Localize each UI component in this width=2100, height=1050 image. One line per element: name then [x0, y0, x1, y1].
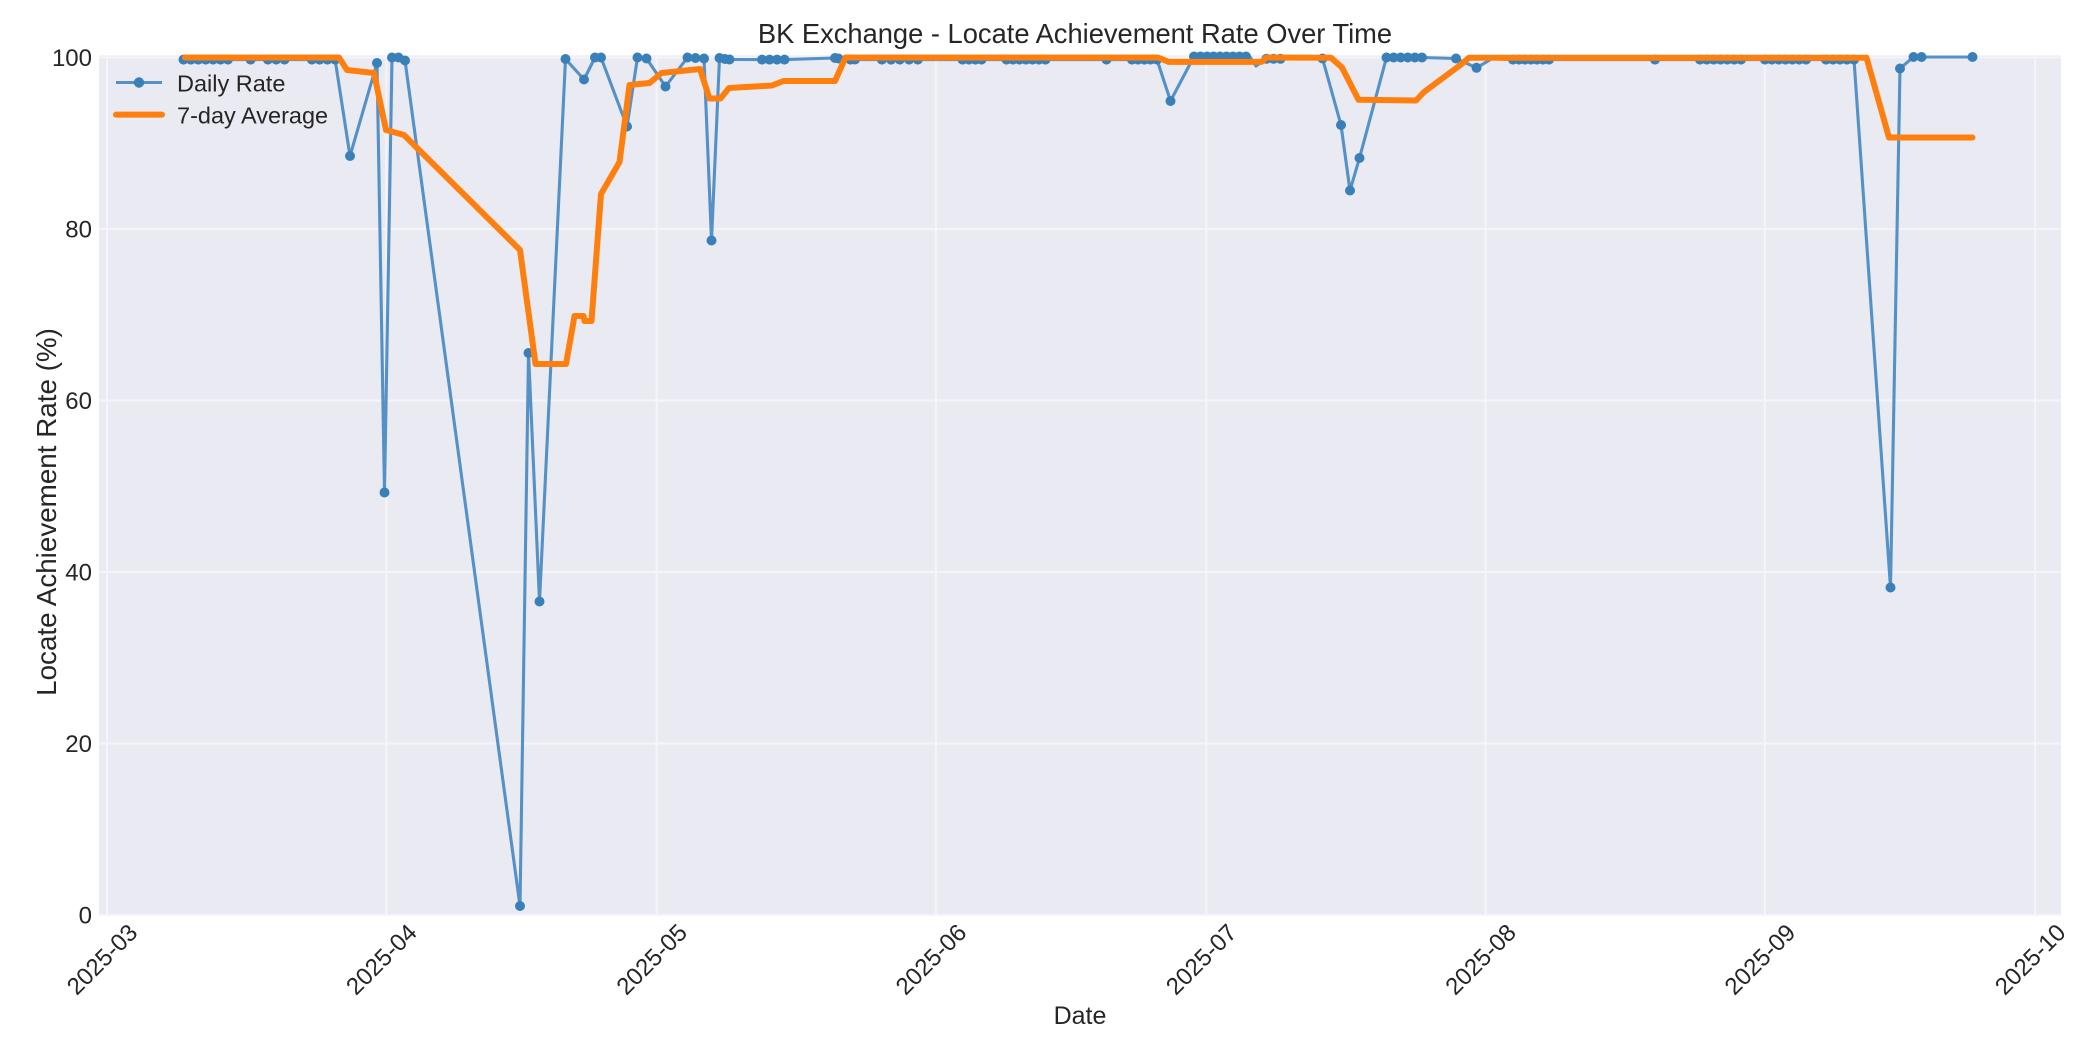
svg-text:40: 40 — [65, 560, 92, 587]
svg-text:Locate Achievement Rate (%): Locate Achievement Rate (%) — [31, 328, 62, 696]
svg-text:Date: Date — [1054, 1002, 1107, 1030]
svg-text:20: 20 — [65, 731, 92, 758]
svg-text:100: 100 — [52, 45, 92, 72]
svg-text:0: 0 — [79, 903, 92, 930]
svg-text:60: 60 — [65, 388, 92, 415]
svg-text:Daily Rate: Daily Rate — [177, 71, 285, 97]
svg-text:80: 80 — [65, 217, 92, 244]
svg-text:7-day Average: 7-day Average — [177, 103, 328, 129]
svg-text:BK Exchange - Locate Achieveme: BK Exchange - Locate Achievement Rate Ov… — [758, 18, 1392, 49]
